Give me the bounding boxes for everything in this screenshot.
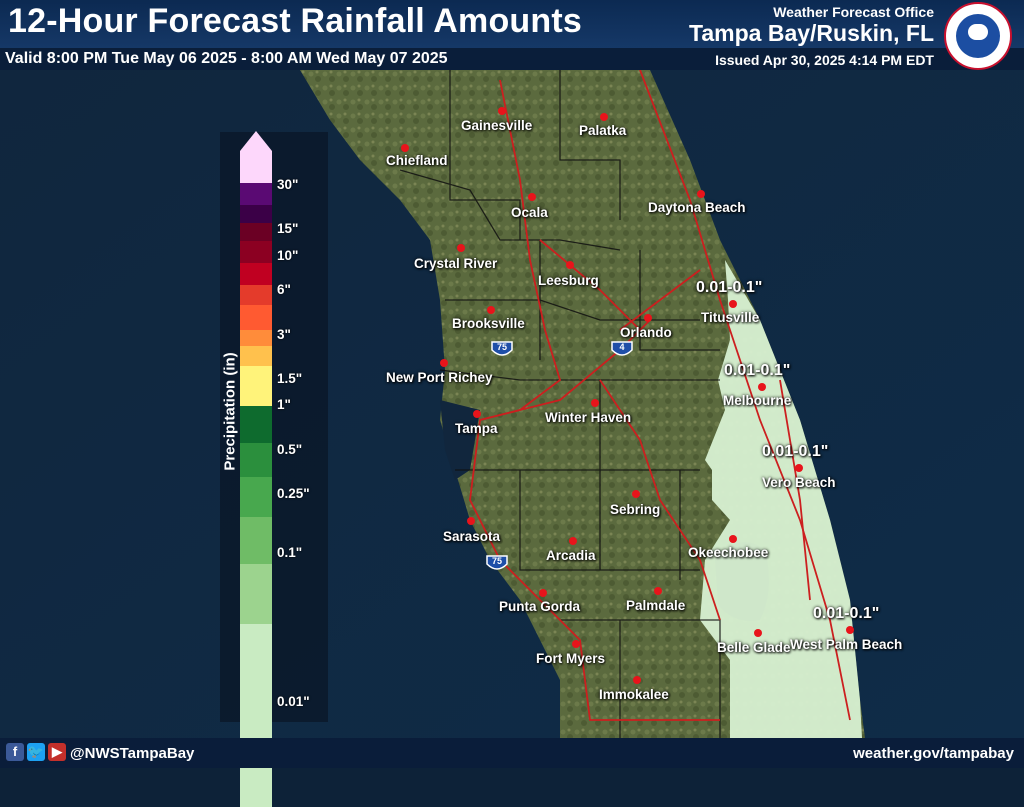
- legend-tick: 0.1": [277, 545, 303, 560]
- city-label: New Port Richey: [386, 370, 493, 385]
- valid-bar: [0, 48, 1024, 70]
- legend-tick: 0.5": [277, 442, 303, 457]
- interstate-75-south-label: 75: [491, 556, 502, 566]
- city-label: Leesburg: [538, 273, 599, 288]
- rainfall-amount-label: 0.01-0.1": [724, 362, 791, 379]
- office-label: Weather Forecast Office: [773, 4, 934, 20]
- valid-period: Valid 8:00 PM Tue May 06 2025 - 8:00 AM …: [5, 50, 448, 67]
- legend-swatch: [240, 241, 272, 263]
- rainfall-amount-label: 0.01-0.1": [762, 443, 829, 460]
- rainfall-amount-label: 0.01-0.1": [696, 279, 763, 296]
- legend-swatch: [240, 366, 272, 406]
- legend-tick: 15": [277, 221, 299, 236]
- youtube-icon[interactable]: ▶: [48, 743, 66, 761]
- city-label: Sebring: [610, 502, 661, 517]
- city-label: West Palm Beach: [790, 637, 903, 652]
- legend-swatch: [240, 406, 272, 443]
- city-label: Okeechobee: [688, 545, 769, 560]
- interstate-75-north-label: 75: [496, 342, 507, 352]
- legend-tick: 30": [277, 177, 299, 192]
- city-label: Fort Myers: [536, 651, 606, 666]
- nws-logo-icon: [944, 2, 1012, 70]
- city-label: Orlando: [620, 325, 672, 340]
- city-label: Gainesville: [461, 118, 533, 133]
- legend-swatch: [240, 443, 272, 477]
- interstate-4-label: 4: [619, 342, 625, 352]
- legend-tick: 3": [277, 327, 291, 342]
- map-title: 12-Hour Forecast Rainfall Amounts: [8, 2, 582, 40]
- city-label: Ocala: [511, 205, 548, 220]
- legend-tick: 10": [277, 248, 299, 263]
- legend-panel: [220, 132, 328, 722]
- city-label: Crystal River: [414, 256, 498, 271]
- legend-swatch: [240, 564, 272, 624]
- city-label: Palmdale: [626, 598, 686, 613]
- legend-swatch: [240, 183, 272, 205]
- website-link[interactable]: weather.gov/tampabay: [853, 745, 1014, 762]
- legend-swatch: [240, 330, 272, 346]
- city-label: Titusville: [701, 310, 760, 325]
- legend-colorbar: [240, 151, 272, 807]
- interstate-shields: [486, 341, 633, 570]
- legend-tick: 0.01": [277, 694, 310, 709]
- city-label: Belle Glade: [717, 640, 791, 655]
- social-handle[interactable]: @NWSTampaBay: [70, 745, 195, 762]
- city-dots: [401, 107, 854, 684]
- legend-swatch: [240, 477, 272, 517]
- legend-tick: 1.5": [277, 371, 303, 386]
- legend-swatch: [240, 624, 272, 807]
- header-bar: [0, 0, 1024, 48]
- legend-tick: 0.25": [277, 486, 310, 501]
- legend-swatch: [240, 151, 272, 183]
- map-canvas: [0, 0, 1024, 768]
- twitter-icon[interactable]: 🐦: [27, 743, 45, 761]
- legend-title: Precipitation (in): [221, 352, 239, 471]
- city-label: Punta Gorda: [499, 599, 581, 614]
- legend-tick: 6": [277, 282, 291, 297]
- legend-arrow: [240, 131, 272, 151]
- city-label: Arcadia: [546, 548, 596, 563]
- rainfall-amount-label: 0.01-0.1": [813, 605, 880, 622]
- city-label: Brooksville: [452, 316, 525, 331]
- city-label: Immokalee: [599, 687, 669, 702]
- city-label: Palatka: [579, 123, 627, 138]
- city-label: Vero Beach: [762, 475, 836, 490]
- city-label: Tampa: [455, 421, 498, 436]
- legend-tick: 1": [277, 397, 291, 412]
- facebook-icon[interactable]: f: [6, 743, 24, 761]
- rainfall-area: [700, 260, 862, 738]
- legend-swatch: [240, 263, 272, 285]
- legend-swatch: [240, 205, 272, 223]
- city-label: Winter Haven: [545, 410, 632, 425]
- city-label: Chiefland: [386, 153, 448, 168]
- tampa-bay: [440, 400, 480, 480]
- city-label: Melbourne: [723, 393, 792, 408]
- legend-swatch: [240, 517, 272, 564]
- office-location: Tampa Bay/Ruskin, FL: [689, 20, 934, 46]
- city-label: Sarasota: [443, 529, 501, 544]
- legend-swatch: [240, 346, 272, 366]
- footer-bar: [0, 738, 1024, 768]
- legend-swatch: [240, 223, 272, 241]
- legend-swatch: [240, 305, 272, 330]
- city-label: Daytona Beach: [648, 200, 746, 215]
- issued-time: Issued Apr 30, 2025 4:14 PM EDT: [715, 52, 934, 68]
- legend-swatch: [240, 285, 272, 305]
